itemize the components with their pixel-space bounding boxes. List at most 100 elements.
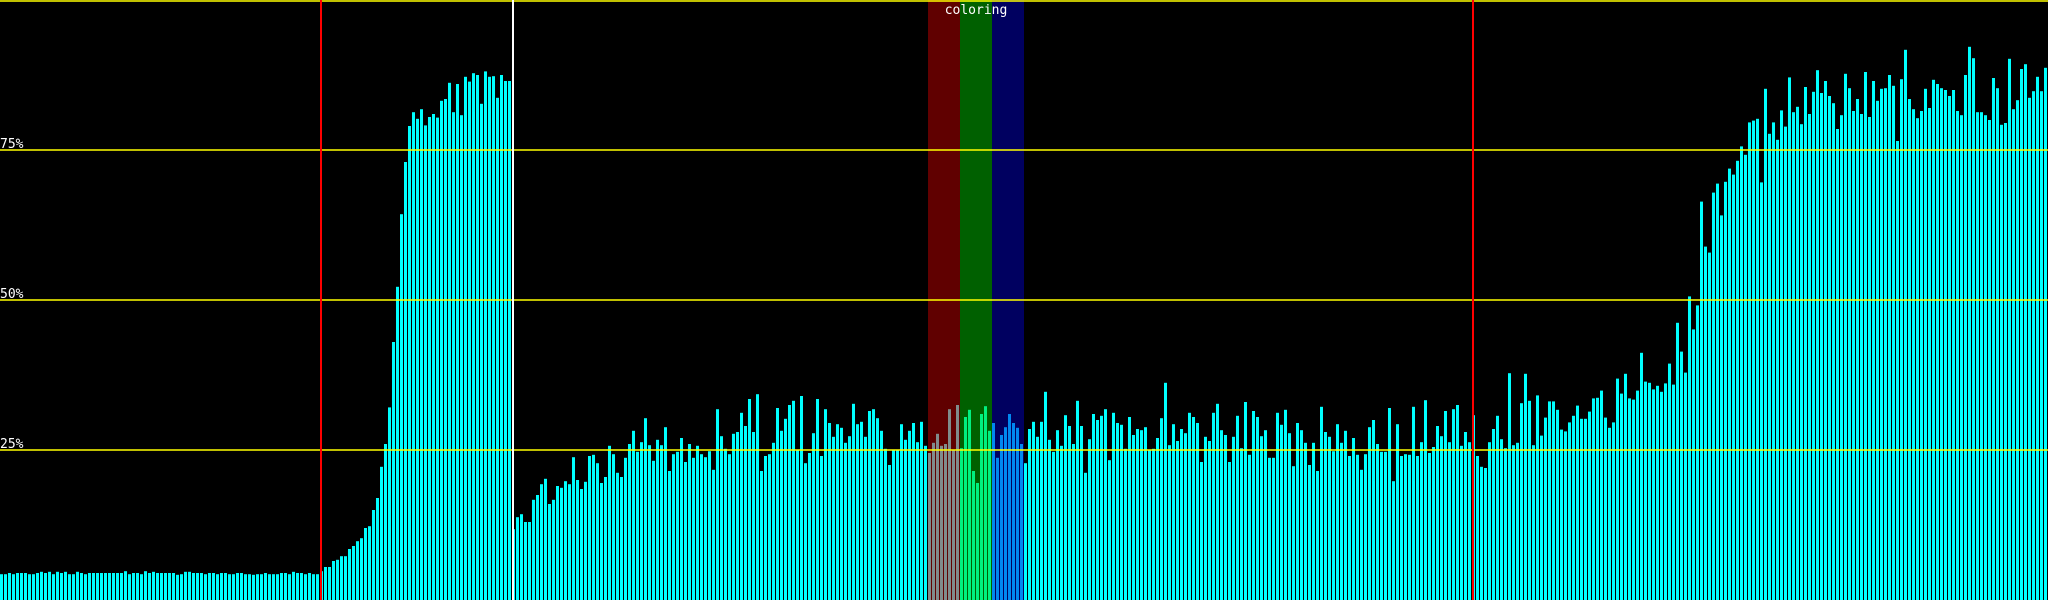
bar (1680, 351, 1683, 600)
bar (892, 450, 895, 600)
bar (1500, 439, 1503, 600)
bar (1076, 400, 1079, 600)
bar (272, 574, 275, 600)
bar (800, 396, 803, 600)
bar (1760, 182, 1763, 600)
bar (1688, 296, 1691, 600)
bar (396, 286, 399, 600)
bar (888, 465, 891, 600)
bar (856, 424, 859, 600)
bar (276, 574, 279, 600)
bar (1216, 403, 1219, 600)
bar (220, 573, 223, 600)
bar (1948, 96, 1951, 600)
bar (524, 522, 527, 600)
bar (44, 573, 47, 600)
bar (4, 574, 7, 600)
bar (1184, 433, 1187, 600)
bar (1940, 88, 1943, 600)
bar (1600, 390, 1603, 600)
bar (68, 574, 71, 600)
bar (1168, 445, 1171, 600)
bar (976, 483, 979, 600)
bar (1776, 139, 1779, 600)
bar (108, 573, 111, 600)
bar (1572, 415, 1575, 600)
bar (456, 84, 459, 600)
bar (1356, 454, 1359, 600)
bar (796, 450, 799, 600)
bar (1428, 453, 1431, 600)
bar (2032, 91, 2035, 600)
bar (1792, 112, 1795, 600)
bar (1736, 160, 1739, 600)
bar (164, 573, 167, 600)
bar (1544, 417, 1547, 600)
bar (1324, 432, 1327, 600)
bar (780, 430, 783, 600)
bar (1024, 463, 1027, 600)
bar (316, 574, 319, 600)
bar (996, 457, 999, 600)
bar (236, 573, 239, 600)
bar (1684, 372, 1687, 600)
bar (684, 462, 687, 600)
bar (32, 574, 35, 600)
bar (8, 573, 11, 600)
bar (1524, 373, 1527, 600)
bar (1396, 424, 1399, 600)
bar (548, 504, 551, 600)
bar (1508, 373, 1511, 600)
bar (468, 81, 471, 600)
bar (720, 436, 723, 600)
bar (1604, 417, 1607, 600)
bar (2000, 124, 2003, 600)
bar (1300, 430, 1303, 600)
bar (1548, 401, 1551, 600)
bar (200, 573, 203, 600)
bar (1320, 406, 1323, 600)
bar (336, 559, 339, 600)
bar (772, 442, 775, 600)
bar (340, 556, 343, 600)
bar (1612, 422, 1615, 600)
bar (1900, 79, 1903, 600)
bar (1588, 411, 1591, 600)
bar (1692, 329, 1695, 600)
bar (160, 573, 163, 600)
bar (432, 114, 435, 600)
bar (1188, 412, 1191, 600)
bar (1400, 456, 1403, 600)
bar (1032, 421, 1035, 600)
bar (1328, 436, 1331, 600)
bar (916, 442, 919, 600)
bar (168, 573, 171, 600)
bar (1460, 445, 1463, 600)
bar (1724, 181, 1727, 600)
bar (520, 514, 523, 600)
bar (972, 471, 975, 600)
bar (1260, 436, 1263, 600)
bar (1232, 436, 1235, 600)
bar (736, 432, 739, 600)
bar (1224, 435, 1227, 600)
bar (444, 99, 447, 600)
bar (1228, 462, 1231, 600)
bar (628, 444, 631, 600)
bar (1152, 448, 1155, 600)
bar (816, 399, 819, 600)
bar (1864, 72, 1867, 600)
bar (1672, 384, 1675, 600)
bar (1804, 87, 1807, 600)
bar (84, 574, 87, 600)
bar (1552, 401, 1555, 600)
bar (1452, 409, 1455, 600)
bar (980, 414, 983, 600)
bar (904, 439, 907, 600)
bar (1000, 435, 1003, 600)
bar (348, 549, 351, 600)
bar (400, 214, 403, 600)
bar (948, 409, 951, 600)
bar (1676, 322, 1679, 600)
bar (556, 486, 559, 600)
